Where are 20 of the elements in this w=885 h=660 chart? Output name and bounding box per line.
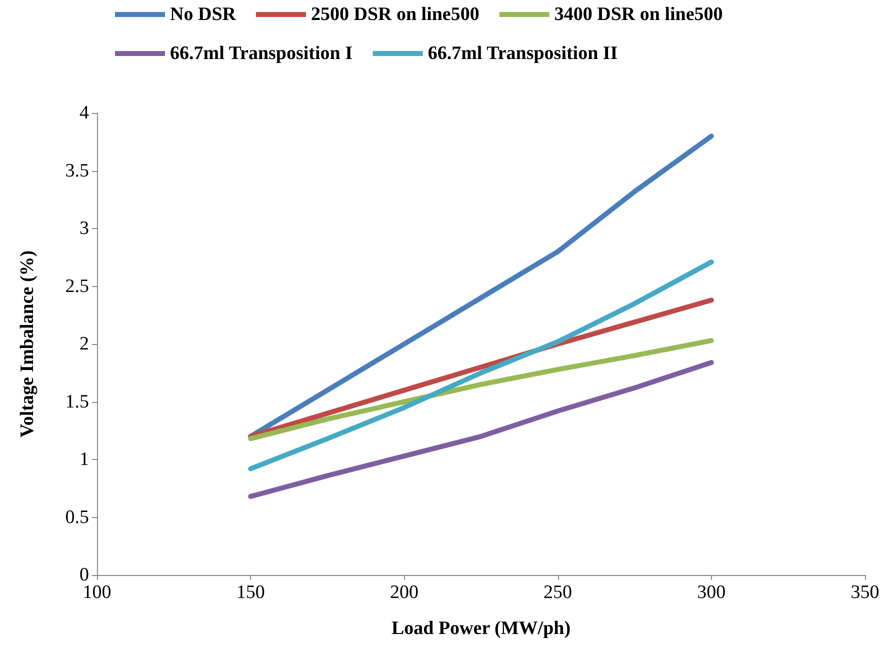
x-tick-label: 300: [697, 582, 726, 603]
legend-label: 66.7ml Transposition I: [170, 43, 352, 64]
y-tick-label: 1: [80, 449, 89, 470]
x-axis-title: Load Power (MW/ph): [391, 618, 571, 639]
y-tick-label: 3.5: [65, 160, 89, 182]
y-tick-label: 0.5: [65, 506, 89, 528]
y-tick-label: 1.5: [65, 391, 89, 412]
y-tick-label: 2: [80, 334, 89, 354]
y-tick-label: 2.5: [65, 276, 89, 297]
y-axis-title: Voltage Imbalance (%): [17, 250, 38, 438]
legend-label: 66.7ml Transposition II: [428, 43, 618, 64]
y-tick-label: 3: [80, 218, 89, 239]
legend-label: 2500 DSR on line500: [310, 4, 480, 25]
legend-label: No DSR: [170, 4, 236, 25]
y-tick-label: 4: [80, 102, 90, 124]
x-tick-label: 150: [236, 582, 265, 603]
x-tick-label: 350: [850, 582, 880, 603]
x-tick-label: 250: [544, 582, 572, 603]
x-tick-label: 200: [390, 582, 418, 603]
legend-label: 3400 DSR on line500: [554, 4, 723, 25]
